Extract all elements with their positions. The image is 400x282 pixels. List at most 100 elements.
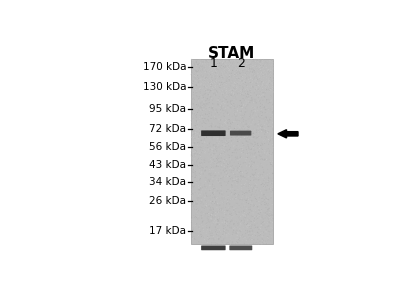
Point	[207, 81, 213, 85]
Point	[199, 233, 206, 238]
Point	[194, 111, 201, 115]
Point	[231, 228, 237, 232]
Point	[222, 173, 229, 178]
Point	[268, 161, 274, 166]
Point	[217, 165, 224, 169]
Point	[212, 196, 219, 201]
Point	[208, 88, 214, 92]
Point	[196, 102, 202, 107]
Point	[189, 195, 196, 199]
Point	[268, 190, 274, 194]
Point	[211, 109, 218, 114]
Point	[219, 59, 225, 64]
Point	[241, 135, 248, 139]
Point	[209, 188, 216, 192]
Point	[256, 86, 262, 90]
Point	[258, 142, 265, 146]
Point	[209, 224, 215, 229]
Point	[264, 140, 270, 144]
Point	[201, 171, 208, 175]
Point	[250, 164, 256, 168]
Point	[222, 154, 228, 158]
Point	[210, 190, 216, 195]
Point	[246, 79, 252, 83]
Point	[268, 98, 274, 102]
Point	[198, 160, 204, 165]
Point	[198, 68, 204, 73]
Point	[243, 86, 250, 91]
Point	[222, 66, 228, 70]
Point	[245, 127, 252, 131]
Point	[191, 156, 197, 161]
Point	[247, 92, 254, 96]
Point	[205, 146, 212, 150]
Point	[213, 228, 219, 232]
Point	[259, 235, 266, 239]
Point	[268, 225, 274, 230]
Point	[202, 160, 208, 165]
Point	[200, 131, 206, 136]
Point	[267, 75, 274, 80]
Point	[257, 189, 263, 193]
Point	[262, 214, 269, 219]
Point	[265, 85, 271, 89]
Point	[206, 111, 212, 116]
Point	[232, 148, 239, 152]
Point	[216, 74, 223, 79]
Point	[191, 213, 197, 218]
Point	[223, 136, 230, 140]
Point	[244, 186, 250, 191]
Point	[233, 196, 239, 201]
Point	[197, 71, 204, 75]
Point	[218, 178, 224, 182]
Point	[206, 108, 213, 113]
Point	[189, 154, 196, 158]
Point	[206, 61, 212, 65]
Point	[196, 96, 202, 101]
Point	[266, 175, 272, 179]
Point	[223, 63, 230, 68]
Point	[191, 191, 197, 196]
Point	[222, 235, 228, 239]
Point	[210, 89, 216, 94]
Point	[194, 95, 200, 99]
Point	[245, 223, 252, 227]
Point	[200, 74, 207, 78]
Point	[193, 70, 200, 74]
Point	[208, 106, 214, 111]
Point	[238, 136, 244, 141]
Point	[255, 73, 261, 78]
Point	[230, 61, 236, 65]
Point	[270, 150, 276, 155]
Point	[257, 208, 263, 212]
Point	[189, 202, 196, 206]
Point	[207, 63, 213, 67]
Point	[258, 62, 264, 66]
Point	[238, 67, 244, 71]
Point	[231, 150, 237, 155]
Point	[248, 96, 255, 101]
Point	[244, 68, 250, 72]
Point	[215, 177, 222, 181]
Point	[232, 67, 238, 72]
Point	[232, 125, 239, 130]
Point	[237, 166, 243, 171]
Point	[258, 191, 265, 195]
Point	[214, 124, 220, 128]
Point	[228, 158, 235, 162]
Point	[254, 173, 261, 178]
Point	[206, 87, 213, 91]
Point	[247, 199, 254, 204]
Point	[189, 157, 195, 161]
Point	[243, 179, 250, 183]
Point	[257, 89, 264, 93]
Point	[231, 110, 237, 115]
Point	[268, 216, 274, 221]
Point	[242, 60, 249, 64]
Point	[202, 73, 209, 78]
Point	[207, 238, 214, 243]
Point	[227, 189, 233, 193]
Point	[259, 83, 265, 88]
Point	[224, 133, 230, 137]
Point	[257, 68, 263, 72]
